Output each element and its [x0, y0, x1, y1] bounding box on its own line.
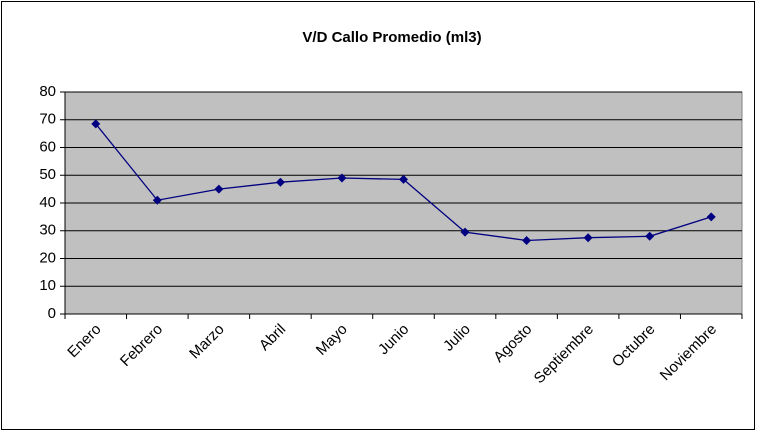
- data-point: [152, 195, 162, 205]
- y-tick-label: 30: [39, 222, 56, 239]
- y-tick-label: 80: [39, 83, 56, 100]
- data-point: [583, 233, 593, 243]
- y-tick-label: 50: [39, 166, 56, 183]
- data-point: [522, 235, 532, 245]
- y-tick-label: 0: [48, 305, 56, 322]
- y-tick-label: 10: [39, 277, 56, 294]
- data-point: [645, 231, 655, 241]
- data-point: [460, 227, 470, 237]
- data-point: [399, 174, 408, 184]
- chart-title: V/D Callo Promedio (ml3): [302, 29, 481, 46]
- y-tick-label: 60: [39, 138, 56, 155]
- y-tick-label: 20: [39, 249, 56, 266]
- y-tick-label: 40: [39, 194, 56, 211]
- data-point: [275, 177, 285, 187]
- data-point: [91, 119, 101, 129]
- y-tick-label: 70: [39, 111, 56, 128]
- data-point: [214, 184, 224, 194]
- data-point: [706, 212, 716, 222]
- data-point: [337, 173, 347, 183]
